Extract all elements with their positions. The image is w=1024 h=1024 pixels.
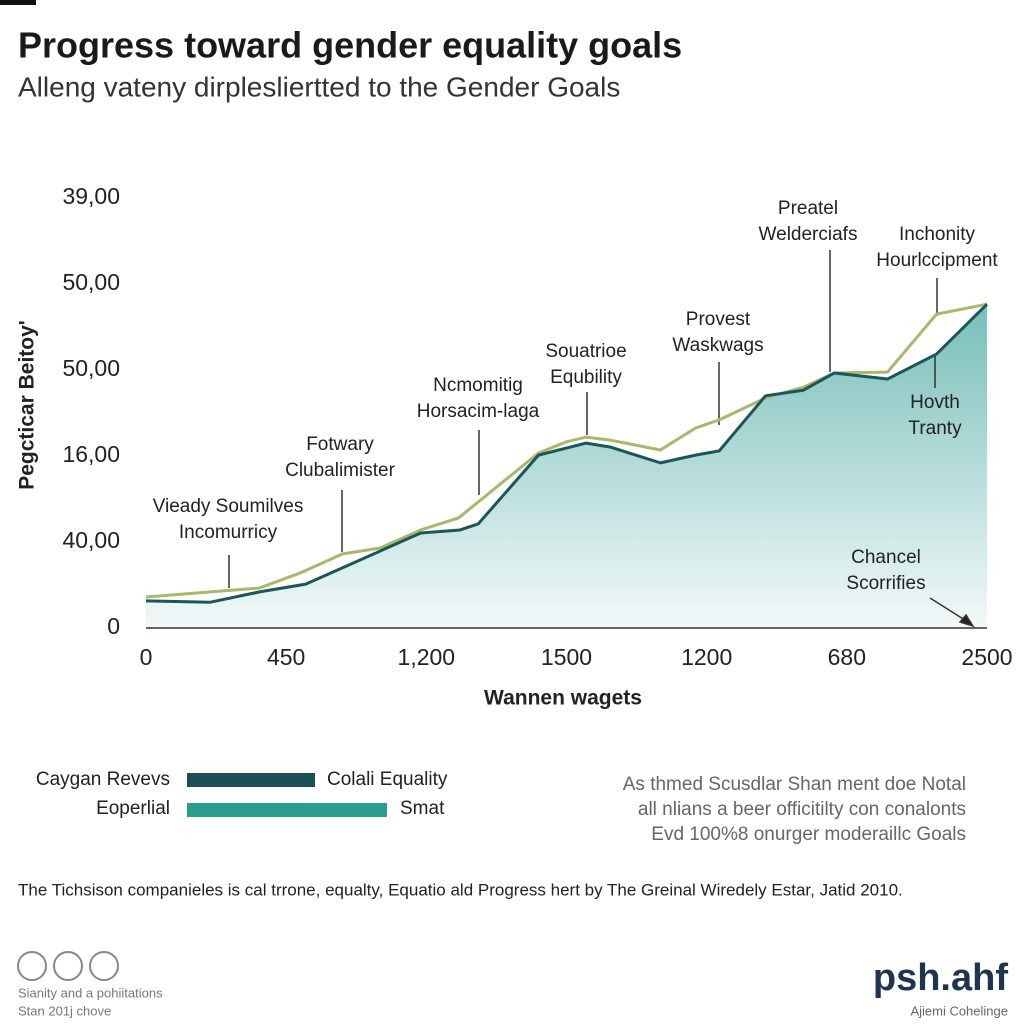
legend-swatch — [187, 773, 315, 787]
footer-text: Sianity and a pohiitations — [18, 985, 163, 1000]
x-tick-label: 680 — [828, 644, 866, 670]
annotation: Hovth — [910, 392, 960, 413]
note-line: As thmed Scusdlar Shan ment doe Notal — [623, 774, 966, 795]
annotation: Scorrifies — [846, 573, 925, 594]
y-tick-label: 40,00 — [62, 527, 120, 553]
annotation: Waskwags — [672, 335, 763, 356]
y-tick-label: 16,00 — [62, 441, 120, 467]
arrow-head — [958, 613, 975, 628]
chart-subtitle: Alleng vateny dirplesliertted to the Gen… — [18, 71, 620, 102]
corner-bar — [0, 0, 36, 5]
annotation: Souatrioe — [545, 341, 626, 362]
icon — [17, 951, 47, 981]
legend-left: Eoperlial — [96, 798, 170, 819]
y-tick-label: 50,00 — [62, 269, 120, 295]
annotation: Hourlccipment — [876, 250, 998, 271]
brand: psh.ahf — [873, 957, 1008, 999]
annotation: Chancel — [851, 547, 921, 568]
legend-swatch — [187, 803, 387, 817]
x-tick-label: 1,200 — [398, 644, 456, 670]
series-line — [145, 303, 989, 604]
y-tick-label: 0 — [107, 613, 120, 639]
annotation: Provest — [686, 309, 751, 330]
x-tick-label: 1200 — [681, 644, 732, 670]
y-tick-label: 50,00 — [62, 355, 120, 381]
legend-right: Colali Equality — [327, 769, 448, 790]
footer-text: Stan 201j chove — [18, 1003, 111, 1018]
annotation: Clubalimister — [285, 460, 395, 481]
annotation: Vieady Soumilves — [153, 496, 304, 517]
icon — [53, 951, 83, 981]
x-axis-label: Wannen wagets — [484, 687, 642, 710]
annotation: Ncmomitig — [433, 375, 523, 396]
legend-right: Smat — [400, 798, 445, 819]
annotation: Horsacim-laga — [417, 401, 540, 422]
annotation: Inchonity — [899, 224, 976, 245]
legend-left: Caygan Revevs — [36, 769, 170, 790]
annotation: Equbility — [550, 367, 622, 388]
y-tick-label: 39,00 — [62, 183, 120, 209]
annotation: Preatel — [778, 198, 838, 219]
annotations — [228, 250, 975, 628]
x-tick-label: 2500 — [961, 644, 1012, 670]
legend: Caygan Revevs Colali Equality Eoperlial … — [36, 769, 448, 819]
annotation: Tranty — [908, 418, 962, 439]
annotation: Incomurricy — [179, 522, 278, 543]
icon — [89, 951, 119, 981]
brand-sub: Ajiemi Cohelinge — [910, 1003, 1008, 1018]
x-tick-label: 0 — [140, 644, 153, 670]
x-tick-label: 1500 — [541, 644, 592, 670]
x-tick-label: 450 — [267, 644, 305, 670]
annotation: Weldercіafs — [759, 224, 858, 245]
social-icons — [17, 951, 119, 981]
note-line: Evd 100%8 onurger moderaillc Goals — [651, 824, 966, 845]
y-axis-label: Pegcticar Beitoy' — [16, 320, 39, 490]
annotation: Fotwary — [306, 434, 374, 455]
chart-title: Progress toward gender equality goals — [18, 25, 682, 66]
arrow-line — [929, 597, 969, 623]
area — [146, 304, 987, 628]
note-line: all nlians a beer officitilty con conalo… — [638, 799, 966, 820]
source: The Tichsison companieles is cal trrone,… — [18, 880, 903, 899]
